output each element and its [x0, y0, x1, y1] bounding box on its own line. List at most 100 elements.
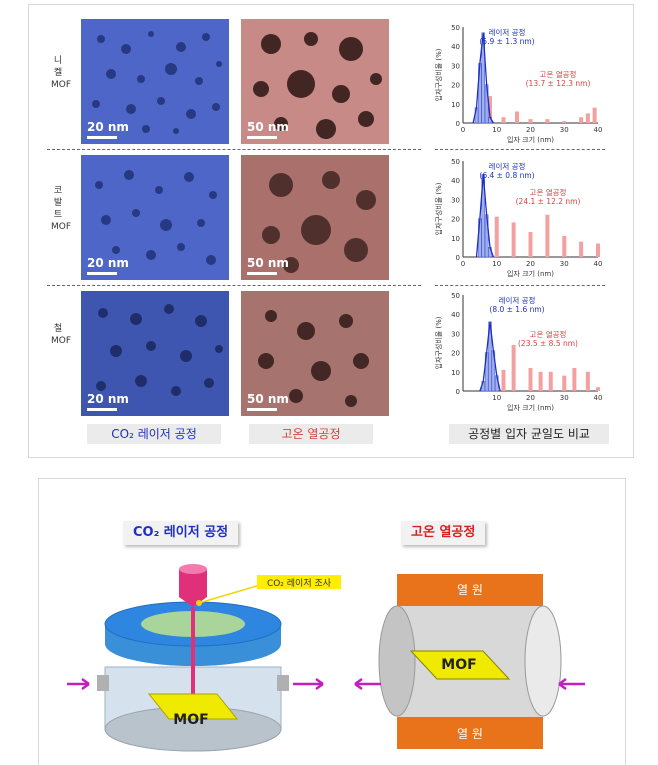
- chart-cobalt: 0 10 20 30 40 50 0 10 20 30 40 입자 크기 (nm) 입자구성비율 (%)…: [433, 153, 613, 283]
- size-distribution-chart: 0 10 20 30 40 50 0 10 20 30 40 입자 크기 (nm) 입자구성비율 (%)…: [434, 158, 603, 278]
- heat-source-top-label: 열 원: [457, 583, 483, 597]
- thermal-bar: [572, 367, 577, 391]
- tem-texture: [92, 31, 222, 134]
- scale-label: 20 nm: [87, 120, 129, 134]
- scale-label: 20 nm: [87, 392, 129, 406]
- x-tick-label: 40: [594, 260, 603, 268]
- chart-divider: [435, 149, 605, 150]
- row-divider: [47, 149, 421, 150]
- chart-divider: [435, 285, 605, 286]
- x-axis-label: 입자 크기 (nm): [507, 403, 554, 412]
- thermal-bar: [494, 216, 499, 257]
- y-tick-label: 20: [451, 216, 460, 224]
- laser-tem-image-1: 20 nm: [81, 19, 229, 144]
- caption-laser: CO₂ 레이저 공정: [87, 424, 221, 444]
- tem-texture: [258, 310, 369, 407]
- x-axis-label: 입자 크기 (nm): [507, 135, 554, 144]
- x-tick-label: 40: [594, 394, 603, 402]
- thermal-bar: [562, 235, 567, 257]
- thermal-series-stat: (24.1 ± 12.2 nm): [516, 197, 581, 206]
- laser-fit-curve: [472, 32, 494, 124]
- x-tick-label: 20: [526, 394, 535, 402]
- mof-label-laser: MOF: [173, 712, 208, 728]
- y-tick-label: 10: [451, 369, 460, 377]
- y-tick-label: 10: [451, 235, 460, 243]
- thermal-bar: [528, 367, 533, 391]
- y-tick-label: 0: [456, 388, 460, 396]
- thermal-series-stat: (13.7 ± 12.3 nm): [526, 79, 591, 88]
- inlet-port: [97, 675, 109, 691]
- thermal-series-stat: (23.5 ± 8.5 nm): [518, 339, 578, 348]
- tem-texture: [253, 32, 382, 139]
- y-tick-label: 50: [451, 158, 460, 166]
- scale-bar: [247, 272, 277, 275]
- thermal-bar: [545, 214, 550, 257]
- thermal-series-label: 고온 열공정: [530, 329, 567, 339]
- thermal-bar: [579, 241, 584, 257]
- scale-bar: [87, 136, 117, 139]
- y-tick-label: 30: [451, 330, 460, 338]
- thermal-bar: [488, 96, 492, 123]
- row-divider: [47, 285, 421, 286]
- chart-iron: 0 10 20 30 40 50 10 20 30 40 입자 크기 (nm) 입자구성비율 (%) 레…: [433, 287, 613, 417]
- row-label-nickel: 니켈 MOF: [51, 56, 72, 90]
- thermal-series-label: 고온 열공정: [540, 69, 577, 79]
- process-diagram-panel: CO₂ 레이저 공정 고온 열공정 CO₂ 레이저 조사 MOF: [38, 478, 626, 765]
- thermal-bar: [585, 371, 590, 391]
- thermal-bar: [511, 222, 516, 257]
- laser-fit-curve: [479, 321, 501, 392]
- x-tick-label: 20: [526, 126, 535, 134]
- thermal-bar: [538, 371, 543, 391]
- y-tick-label: 30: [451, 196, 460, 204]
- x-tick-label: 0: [461, 260, 465, 268]
- y-tick-label: 50: [451, 24, 460, 32]
- thermal-bar: [501, 369, 506, 391]
- laser-series-label: 레이저 공정: [499, 295, 536, 305]
- laser-beam-label: CO₂ 레이저 조사: [267, 578, 332, 589]
- thermal-bar: [585, 113, 590, 123]
- x-tick-label: 30: [560, 260, 569, 268]
- scale-label: 50 nm: [247, 120, 289, 134]
- laser-fit-curve: [475, 174, 494, 258]
- y-tick-label: 0: [456, 254, 460, 262]
- laser-series-stat: (8.0 ± 1.6 nm): [489, 305, 544, 314]
- heat-source-top: [397, 574, 543, 606]
- y-tick-label: 40: [451, 177, 460, 185]
- scale-bar: [247, 136, 277, 139]
- heat-source-bottom: [397, 717, 543, 749]
- x-tick-label: 30: [560, 126, 569, 134]
- laser-label-box: [257, 575, 341, 589]
- y-tick-label: 40: [451, 43, 460, 51]
- laser-tem-image-3: 20 nm: [81, 291, 229, 416]
- thermal-tem-image-2: 50 nm: [241, 155, 389, 280]
- row-label-iron: 철 MOF: [51, 324, 72, 346]
- y-axis-label: 입자구성비율 (%): [434, 316, 443, 369]
- scale-label: 50 nm: [247, 256, 289, 270]
- thermal-series-label: 고온 열공정: [530, 187, 567, 197]
- comparison-panel: 니켈 MOF 코발트 MOF 철 MOF 20 nm 50 nm: [28, 4, 634, 458]
- process-illustration: CO₂ 레이저 조사 MOF 열 원 열 원 MOF: [67, 564, 585, 752]
- scale-label: 50 nm: [247, 392, 289, 406]
- x-tick-label: 30: [560, 394, 569, 402]
- caption-thermal: 고온 열공정: [249, 424, 373, 444]
- thermal-bar: [511, 344, 516, 391]
- thermal-bar: [545, 119, 550, 123]
- x-axis-label: 입자 크기 (nm): [507, 269, 554, 278]
- y-tick-label: 50: [451, 292, 460, 300]
- laser-series-label: 레이저 공정: [489, 27, 526, 37]
- thermal-bar: [515, 111, 519, 123]
- laser-tem-image-2: 20 nm: [81, 155, 229, 280]
- scale-bar: [247, 408, 277, 411]
- thermal-bar: [528, 232, 533, 257]
- y-tick-label: 30: [451, 62, 460, 70]
- y-tick-label: 20: [451, 350, 460, 358]
- thermal-process-title: 고온 열공정: [401, 521, 486, 545]
- scale-bar: [87, 408, 117, 411]
- x-tick-label: 20: [526, 260, 535, 268]
- outlet-port: [277, 675, 289, 691]
- y-tick-label: 0: [456, 120, 460, 128]
- laser-series-label: 레이저 공정: [489, 161, 526, 171]
- thermal-bar: [579, 117, 584, 123]
- tem-texture: [262, 171, 376, 273]
- tem-texture: [96, 304, 223, 396]
